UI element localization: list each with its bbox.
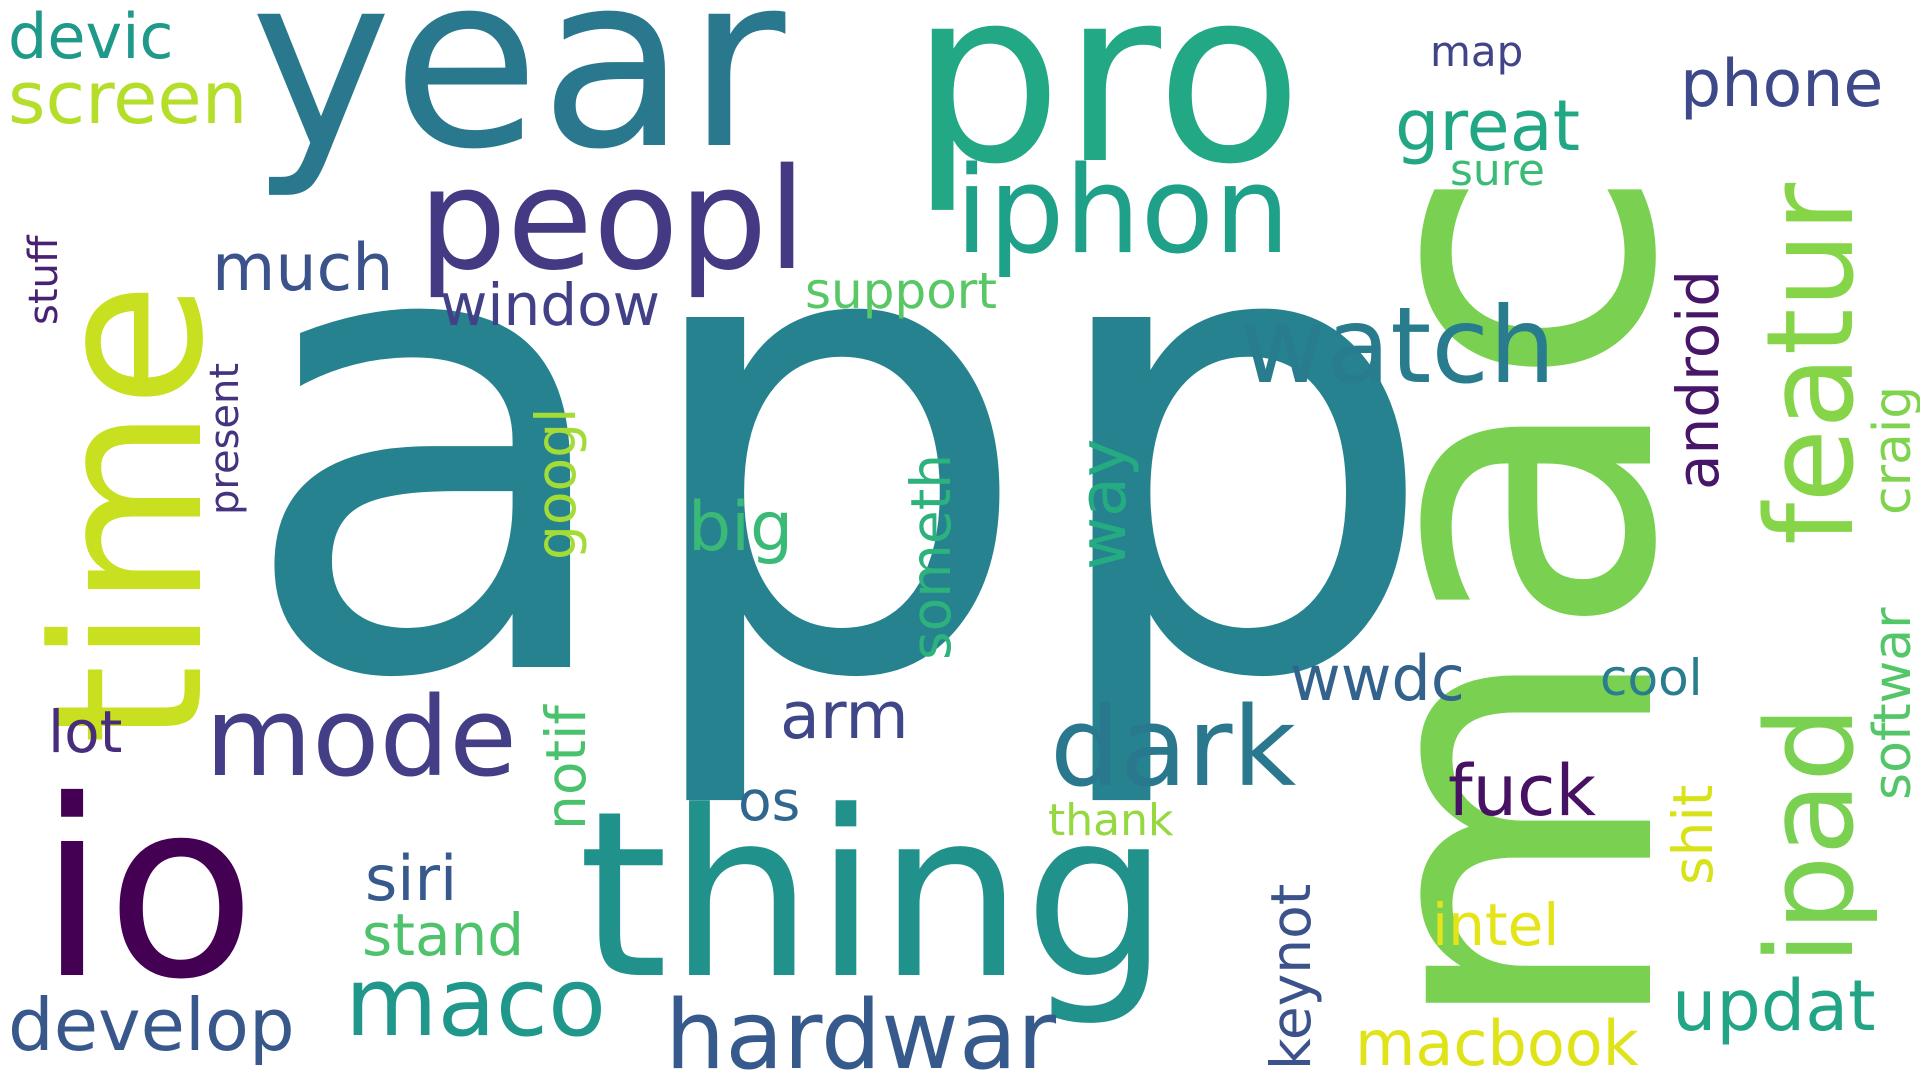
word-peopl: peopl bbox=[418, 139, 806, 302]
word-shit: shit bbox=[1661, 785, 1725, 885]
word-thank: thank bbox=[1048, 795, 1174, 846]
word-way: way bbox=[1066, 439, 1141, 570]
word-craig: craig bbox=[1863, 386, 1920, 515]
word-keynot: keynot bbox=[1259, 884, 1323, 1070]
word-someth: someth bbox=[899, 454, 963, 660]
word-stuff: stuff bbox=[21, 234, 67, 325]
word-featur: featur bbox=[1742, 182, 1881, 545]
word-watch: watch bbox=[1240, 285, 1556, 407]
word-time: time bbox=[11, 282, 249, 745]
word-iphon: iphon bbox=[955, 142, 1290, 281]
word-develop: develop bbox=[8, 983, 295, 1067]
word-softwar: softwar bbox=[1863, 607, 1920, 800]
word-notif: notif bbox=[534, 704, 598, 830]
word-lot: lot bbox=[48, 698, 122, 766]
word-io: io bbox=[38, 748, 256, 1033]
word-great: great bbox=[1395, 85, 1580, 167]
word-present: present bbox=[202, 363, 248, 515]
word-intel: intel bbox=[1432, 891, 1559, 959]
word-much: much bbox=[212, 231, 393, 306]
word-fuck: fuck bbox=[1448, 750, 1596, 832]
word-arm: arm bbox=[780, 679, 909, 754]
word-window: window bbox=[440, 271, 660, 339]
word-cool: cool bbox=[1600, 649, 1703, 707]
word-android: android bbox=[1664, 270, 1732, 490]
word-hardwar: hardwar bbox=[665, 981, 1057, 1080]
word-wwdc: wwdc bbox=[1290, 642, 1465, 715]
word-big: big bbox=[688, 488, 793, 567]
word-sure: sure bbox=[1450, 145, 1545, 196]
word-updat: updat bbox=[1672, 965, 1876, 1047]
word-support: support bbox=[805, 262, 997, 320]
word-devic: devic bbox=[8, 0, 174, 73]
word-ipad: ipad bbox=[1742, 706, 1881, 965]
word-siri: siri bbox=[365, 842, 457, 915]
word-year: year bbox=[250, 0, 786, 202]
word-app: app bbox=[236, 73, 1441, 818]
word-screen: screen bbox=[8, 56, 247, 140]
word-os: os bbox=[738, 769, 800, 833]
word-mac: mac bbox=[1269, 164, 1747, 1040]
word-pro: pro bbox=[910, 0, 1303, 217]
word-mode: mode bbox=[205, 673, 517, 801]
word-map: map bbox=[1430, 27, 1523, 76]
word-maco: maco bbox=[345, 948, 606, 1058]
word-stand: stand bbox=[362, 901, 524, 969]
word-thing: thing bbox=[578, 763, 1170, 1030]
word-macbook: macbook bbox=[1355, 1007, 1639, 1080]
word-googl: googl bbox=[524, 408, 588, 560]
word-dark: dark bbox=[1050, 683, 1296, 811]
word-phone: phone bbox=[1680, 47, 1883, 122]
